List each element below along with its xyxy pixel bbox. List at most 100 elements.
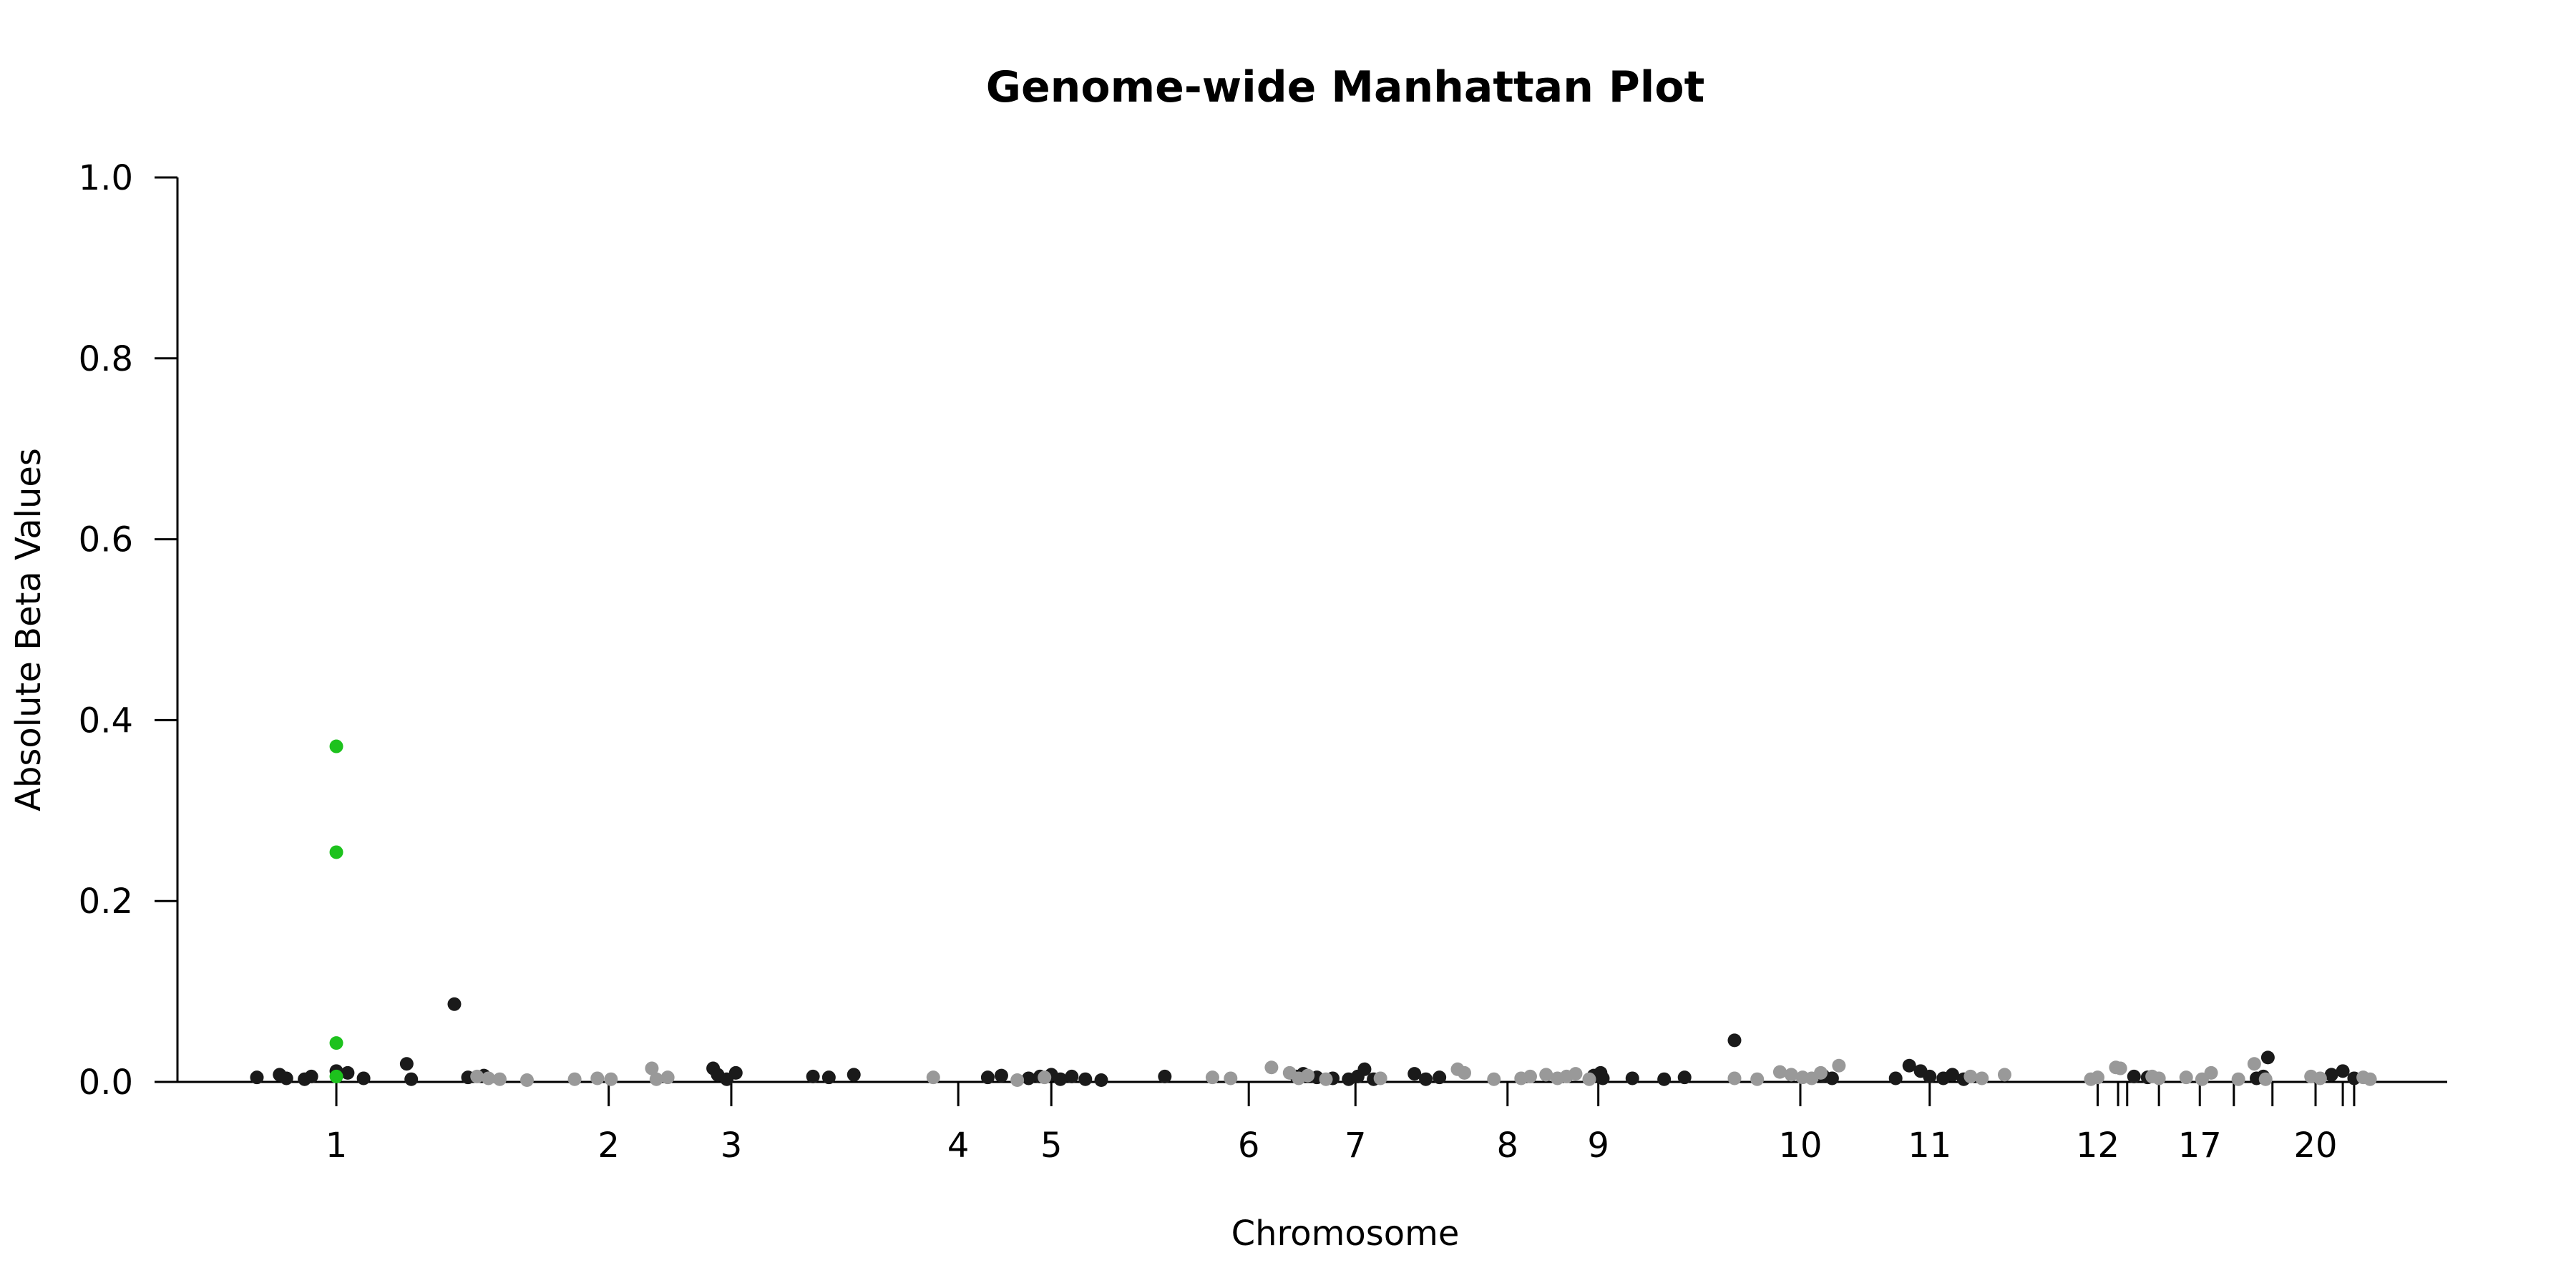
data-point (1772, 1065, 1787, 1079)
data-point (482, 1071, 496, 1085)
x-tick-label: 9 (1587, 1126, 1609, 1166)
data-point (329, 845, 343, 859)
data-point (1407, 1067, 1422, 1081)
data-point (980, 1070, 995, 1085)
data-point (728, 1065, 743, 1080)
data-point (1727, 1033, 1742, 1048)
data-point (1832, 1058, 1846, 1073)
data-point (1038, 1070, 1052, 1085)
data-point (519, 1073, 534, 1087)
y-axis-label: Absolute Beta Values (9, 448, 49, 811)
data-point (1946, 1068, 1960, 1082)
data-point (567, 1072, 582, 1086)
data-point (1022, 1071, 1035, 1085)
data-point (1677, 1070, 1692, 1085)
x-tick-label: 8 (1497, 1126, 1519, 1166)
data-point (404, 1072, 419, 1086)
x-axis-label: Chromosome (1231, 1214, 1460, 1254)
data-point (1975, 1071, 1989, 1085)
data-point (649, 1072, 663, 1086)
data-point (1814, 1065, 1828, 1080)
data-point (2313, 1071, 2327, 1085)
data-point (1997, 1068, 2011, 1082)
y-tick-label: 0.6 (79, 520, 133, 560)
data-point (2127, 1069, 2141, 1083)
data-point (2247, 1057, 2261, 1071)
data-point (1888, 1071, 1903, 1085)
data-point (329, 739, 343, 753)
data-point (1902, 1058, 1916, 1073)
data-point (2204, 1065, 2218, 1080)
data-point (1224, 1071, 1238, 1085)
data-point (994, 1068, 1008, 1083)
series-1 (470, 1057, 2377, 1087)
data-point (1784, 1068, 1798, 1082)
data-point (590, 1071, 605, 1085)
series-2 (329, 739, 343, 1083)
data-point (660, 1070, 675, 1085)
x-tick-label: 4 (947, 1126, 970, 1166)
y-tick-label: 0.0 (79, 1063, 133, 1103)
data-point (1010, 1073, 1025, 1087)
data-point (447, 997, 462, 1011)
x-tick-label: 20 (2293, 1126, 2337, 1166)
data-point (1419, 1072, 1433, 1086)
data-point (2336, 1064, 2350, 1078)
x-tick-label: 10 (1778, 1126, 1822, 1166)
data-point (1625, 1071, 1639, 1085)
data-point (2091, 1070, 2105, 1085)
data-point (356, 1071, 371, 1085)
data-point (1963, 1069, 1978, 1083)
data-point (1319, 1072, 1333, 1086)
data-point (806, 1069, 820, 1083)
data-point (1301, 1068, 1315, 1083)
y-tick-label: 0.4 (79, 701, 133, 741)
data-point (1373, 1071, 1387, 1085)
axes: 0.00.20.40.60.81.01 2 3 4 5 6 7 8 9 10 11 12 17 20 (79, 158, 2447, 1166)
data-point (341, 1065, 355, 1080)
y-tick-label: 1.0 (79, 158, 133, 198)
data-point (2231, 1072, 2245, 1086)
chart-title: Genome-wide Manhattan Plot (986, 62, 1705, 112)
data-point (304, 1069, 318, 1083)
data-point (926, 1070, 940, 1085)
data-point (399, 1057, 414, 1071)
data-point (279, 1071, 293, 1085)
data-point (821, 1070, 836, 1085)
data-points (250, 739, 2377, 1087)
data-point (1094, 1073, 1108, 1087)
x-tick-label: 2 (597, 1126, 620, 1166)
data-point (2258, 1072, 2273, 1086)
data-point (1357, 1062, 1372, 1076)
data-point (1523, 1069, 1538, 1083)
data-point (1923, 1069, 1937, 1083)
data-point (1727, 1071, 1742, 1085)
x-tick-label: 7 (1345, 1126, 1367, 1166)
data-point (2152, 1071, 2166, 1085)
x-tick-label: 1 (326, 1126, 348, 1166)
data-point (1487, 1072, 1501, 1086)
data-point (1205, 1070, 1219, 1085)
data-point (1825, 1071, 1839, 1085)
data-point (1264, 1060, 1279, 1075)
x-tick-label: 5 (1040, 1126, 1063, 1166)
data-point (2363, 1072, 2377, 1086)
data-point (847, 1068, 861, 1082)
data-point (645, 1061, 659, 1075)
y-tick-label: 0.8 (79, 339, 133, 379)
data-point (1065, 1069, 1079, 1083)
x-tick-label: 3 (721, 1126, 743, 1166)
data-point (492, 1072, 507, 1086)
x-tick-label: 6 (1238, 1126, 1260, 1166)
data-point (329, 1069, 343, 1083)
data-point (1596, 1071, 1610, 1085)
x-tick-label: 17 (2178, 1126, 2222, 1166)
data-point (2179, 1070, 2193, 1085)
data-point (1158, 1069, 1172, 1083)
data-point (1582, 1072, 1596, 1086)
data-point (1458, 1065, 1472, 1080)
data-point (1657, 1072, 1672, 1086)
data-point (1053, 1072, 1068, 1086)
